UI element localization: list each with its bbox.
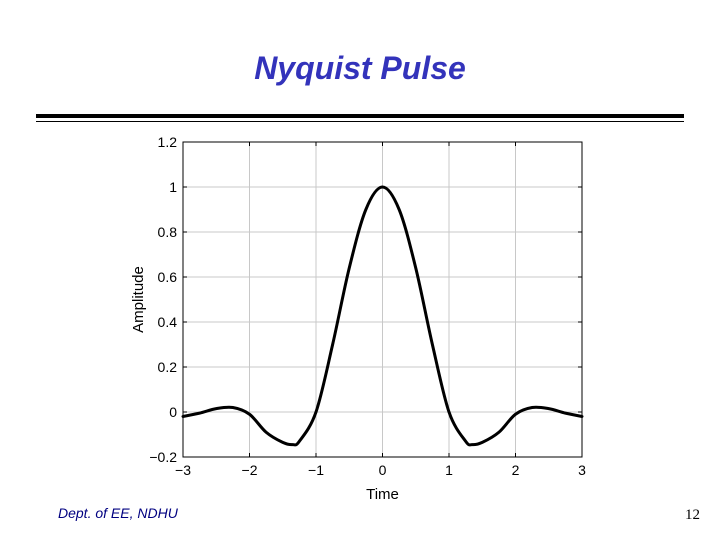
- x-tick-label: −3: [175, 462, 191, 478]
- y-tick-label: 0.4: [158, 314, 178, 330]
- page-number: 12: [685, 507, 700, 523]
- y-tick-label: 1: [169, 179, 177, 195]
- y-tick-label: 0.6: [158, 269, 178, 285]
- x-tick-label: 2: [512, 462, 520, 478]
- y-tick-label: 0.2: [158, 359, 178, 375]
- y-axis-label: Amplitude: [130, 266, 147, 333]
- slide-title: Nyquist Pulse: [254, 50, 466, 86]
- x-axis-label: Time: [366, 486, 399, 503]
- x-tick-label: −2: [242, 462, 258, 478]
- y-tick-label: 0.8: [158, 224, 178, 240]
- x-tick-label: 0: [379, 462, 387, 478]
- y-tick-label: 1.2: [158, 134, 178, 150]
- title-rule-thin: [36, 121, 684, 122]
- y-tick-label: −0.2: [149, 449, 177, 465]
- title-rule-thick: [36, 114, 684, 118]
- x-tick-label: 1: [445, 462, 453, 478]
- x-tick-label: 3: [578, 462, 586, 478]
- nyquist-pulse-curve: [181, 185, 584, 447]
- x-tick-label: −1: [308, 462, 324, 478]
- footer-department: Dept. of EE, NDHU: [58, 505, 178, 521]
- y-tick-label: 0: [169, 404, 177, 420]
